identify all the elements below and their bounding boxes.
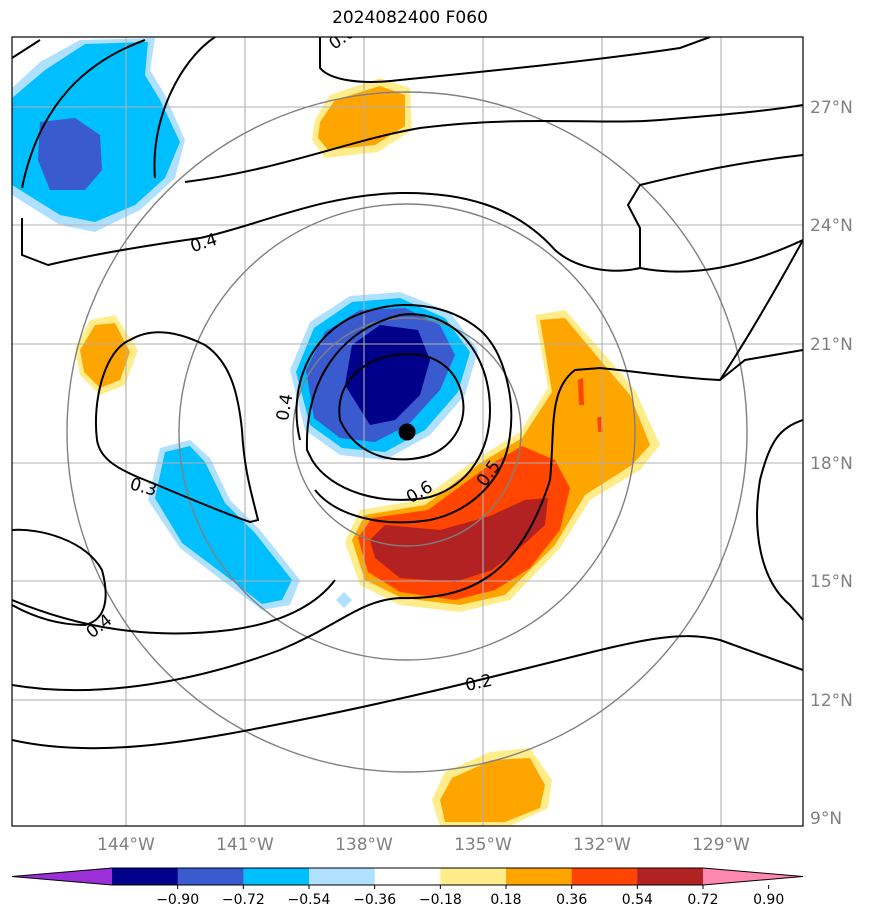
storm-center-marker (398, 423, 416, 441)
contour-north-4 (184, 104, 803, 183)
contour-east (639, 239, 803, 273)
colorbar-segment (440, 868, 507, 885)
lon-tick-label: 135°W (454, 835, 512, 855)
colorbar-segment (374, 868, 441, 885)
range-ring-inner (292, 317, 522, 547)
lon-tick-label: 129°W (692, 835, 750, 855)
colorbar-tick-label: −0.18 (419, 892, 462, 908)
colorbar-tick-label: 0.36 (556, 892, 587, 908)
contour-se (756, 419, 803, 621)
gridlines (12, 37, 803, 826)
contour-south-02b (12, 635, 803, 750)
colorbar-tick-label: −0.72 (222, 892, 265, 908)
colorbar-segment (637, 868, 704, 885)
colorbar-outline (11, 867, 804, 886)
colorbar-tick-label: 0.18 (490, 892, 521, 908)
range-ring-middle (178, 203, 636, 661)
range-ring-outer (66, 91, 748, 773)
contour-north-3 (153, 37, 216, 179)
contour-label-c3: 0.4 (273, 392, 297, 422)
lon-tick-label: 132°W (573, 835, 631, 855)
positive-area-se-core (370, 498, 548, 582)
contour-east-2 (719, 239, 803, 381)
contour-sw-lower (12, 579, 336, 635)
colorbar: −0.90 −0.72 −0.54 −0.36 −0.18 0.18 0.36 0.54 0.7… (11, 867, 804, 908)
contour-low-04 (295, 304, 513, 524)
colorbar-segment (571, 868, 638, 885)
lat-tick-label: 12°N (810, 691, 853, 711)
colorbar-tick-label: −0.90 (156, 892, 199, 908)
contour-label-c1: 0.6 (326, 22, 360, 54)
contour-south-02 (12, 349, 803, 692)
contour-lines (12, 37, 803, 750)
colorbar-segment (177, 868, 244, 885)
colorbar-extend-low (12, 868, 112, 885)
lat-tick-label: 9°N (810, 809, 842, 829)
colorbar-tick-label: 0.72 (687, 892, 718, 908)
positive-area-north-core (318, 86, 405, 150)
range-rings (66, 91, 748, 773)
lat-tick-label: 15°N (810, 572, 853, 592)
lat-tick-labels: 27°N 24°N 21°N 18°N 15°N 12°N 9°N (810, 98, 853, 829)
colorbar-extend-high (703, 868, 803, 885)
negative-area-nw-core (38, 118, 102, 190)
contour-north-1 (12, 39, 41, 59)
lat-tick-label: 21°N (810, 335, 853, 355)
negative-area-sw-mid (155, 446, 292, 604)
plot-title: 2024082400 F060 (332, 8, 488, 28)
colorbar-segment (309, 868, 376, 885)
lat-tick-label: 24°N (810, 216, 853, 236)
map-frame (11, 36, 804, 827)
colorbar-tick-label: 0.90 (753, 892, 784, 908)
colorbar-tick-label: −0.54 (288, 892, 331, 908)
lon-tick-label: 144°W (97, 835, 155, 855)
contour-04-a (21, 154, 803, 272)
lat-tick-label: 27°N (810, 98, 853, 118)
anomaly-shading (12, 38, 660, 826)
contour-low-05 (305, 313, 492, 501)
contour-label-c8: 0.2 (463, 671, 494, 696)
lat-tick-label: 18°N (810, 454, 853, 474)
colorbar-tick-label: 0.54 (622, 892, 653, 908)
lon-tick-label: 141°W (216, 835, 274, 855)
colorbar-segment (112, 868, 179, 885)
lon-tick-label: 138°W (335, 835, 393, 855)
map-area: 0.6 0.4 0.4 0.3 0.4 0.5 0.6 0.2 (12, 22, 803, 826)
colorbar-segment (506, 868, 573, 885)
contour-03-loop (95, 331, 260, 524)
positive-area-streak1 (578, 378, 584, 405)
colorbar-segment (243, 868, 310, 885)
contour-north-2 (21, 39, 146, 189)
lon-tick-labels: 144°W 141°W 138°W 135°W 132°W 129°W (97, 835, 750, 855)
positive-area-south-core (440, 758, 545, 822)
negative-area-center-core (345, 325, 430, 425)
negative-area-small (336, 592, 352, 608)
contour-west-04 (12, 528, 107, 627)
contour-low-06 (338, 353, 465, 461)
positive-area-west-core (80, 323, 130, 388)
colorbar-tick-label: −0.36 (353, 892, 396, 908)
contour-label-c5: 0.4 (83, 610, 117, 642)
contour-north-5 (319, 37, 711, 83)
